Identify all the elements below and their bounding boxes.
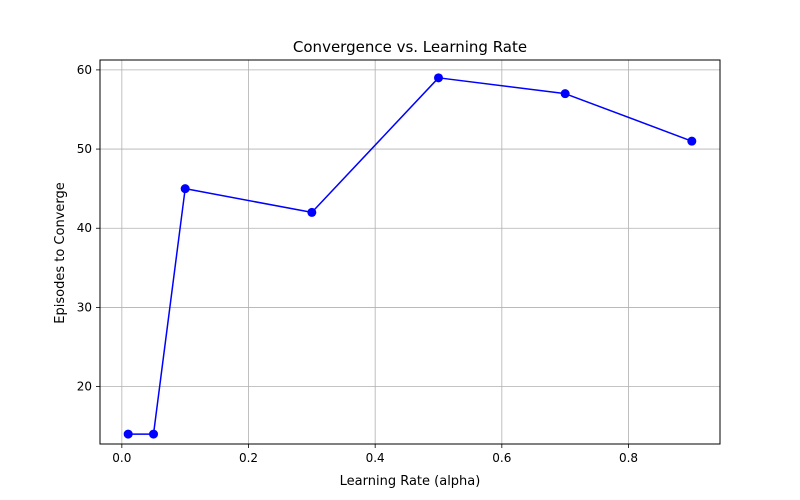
x-tick-label: 0.2 bbox=[239, 451, 258, 465]
data-point bbox=[433, 73, 443, 83]
y-axis-ticks: 20 30 40 50 60 bbox=[77, 63, 100, 394]
data-point bbox=[149, 429, 159, 439]
x-tick-label: 0.0 bbox=[112, 451, 131, 465]
x-tick-label: 0.6 bbox=[492, 451, 511, 465]
data-point bbox=[123, 429, 133, 439]
y-tick-label: 20 bbox=[77, 380, 92, 394]
series-layer bbox=[123, 73, 697, 439]
x-axis-ticks: 0.0 0.2 0.4 0.6 0.8 bbox=[112, 444, 638, 465]
data-point bbox=[307, 207, 317, 217]
x-tick-label: 0.8 bbox=[619, 451, 638, 465]
x-tick-label: 0.4 bbox=[366, 451, 385, 465]
plot-frame bbox=[99, 59, 721, 445]
y-tick-label: 40 bbox=[77, 221, 92, 235]
grid-lines bbox=[100, 60, 720, 444]
data-point bbox=[180, 184, 190, 194]
y-axis-label: Episodes to Converge bbox=[53, 182, 68, 323]
data-point bbox=[687, 136, 697, 146]
y-tick-label: 60 bbox=[77, 63, 92, 77]
y-tick-label: 30 bbox=[77, 300, 92, 314]
y-tick-label: 50 bbox=[77, 142, 92, 156]
x-axis-label: Learning Rate (alpha) bbox=[340, 474, 481, 489]
chart-title: Convergence vs. Learning Rate bbox=[293, 38, 527, 56]
data-point bbox=[560, 89, 570, 99]
